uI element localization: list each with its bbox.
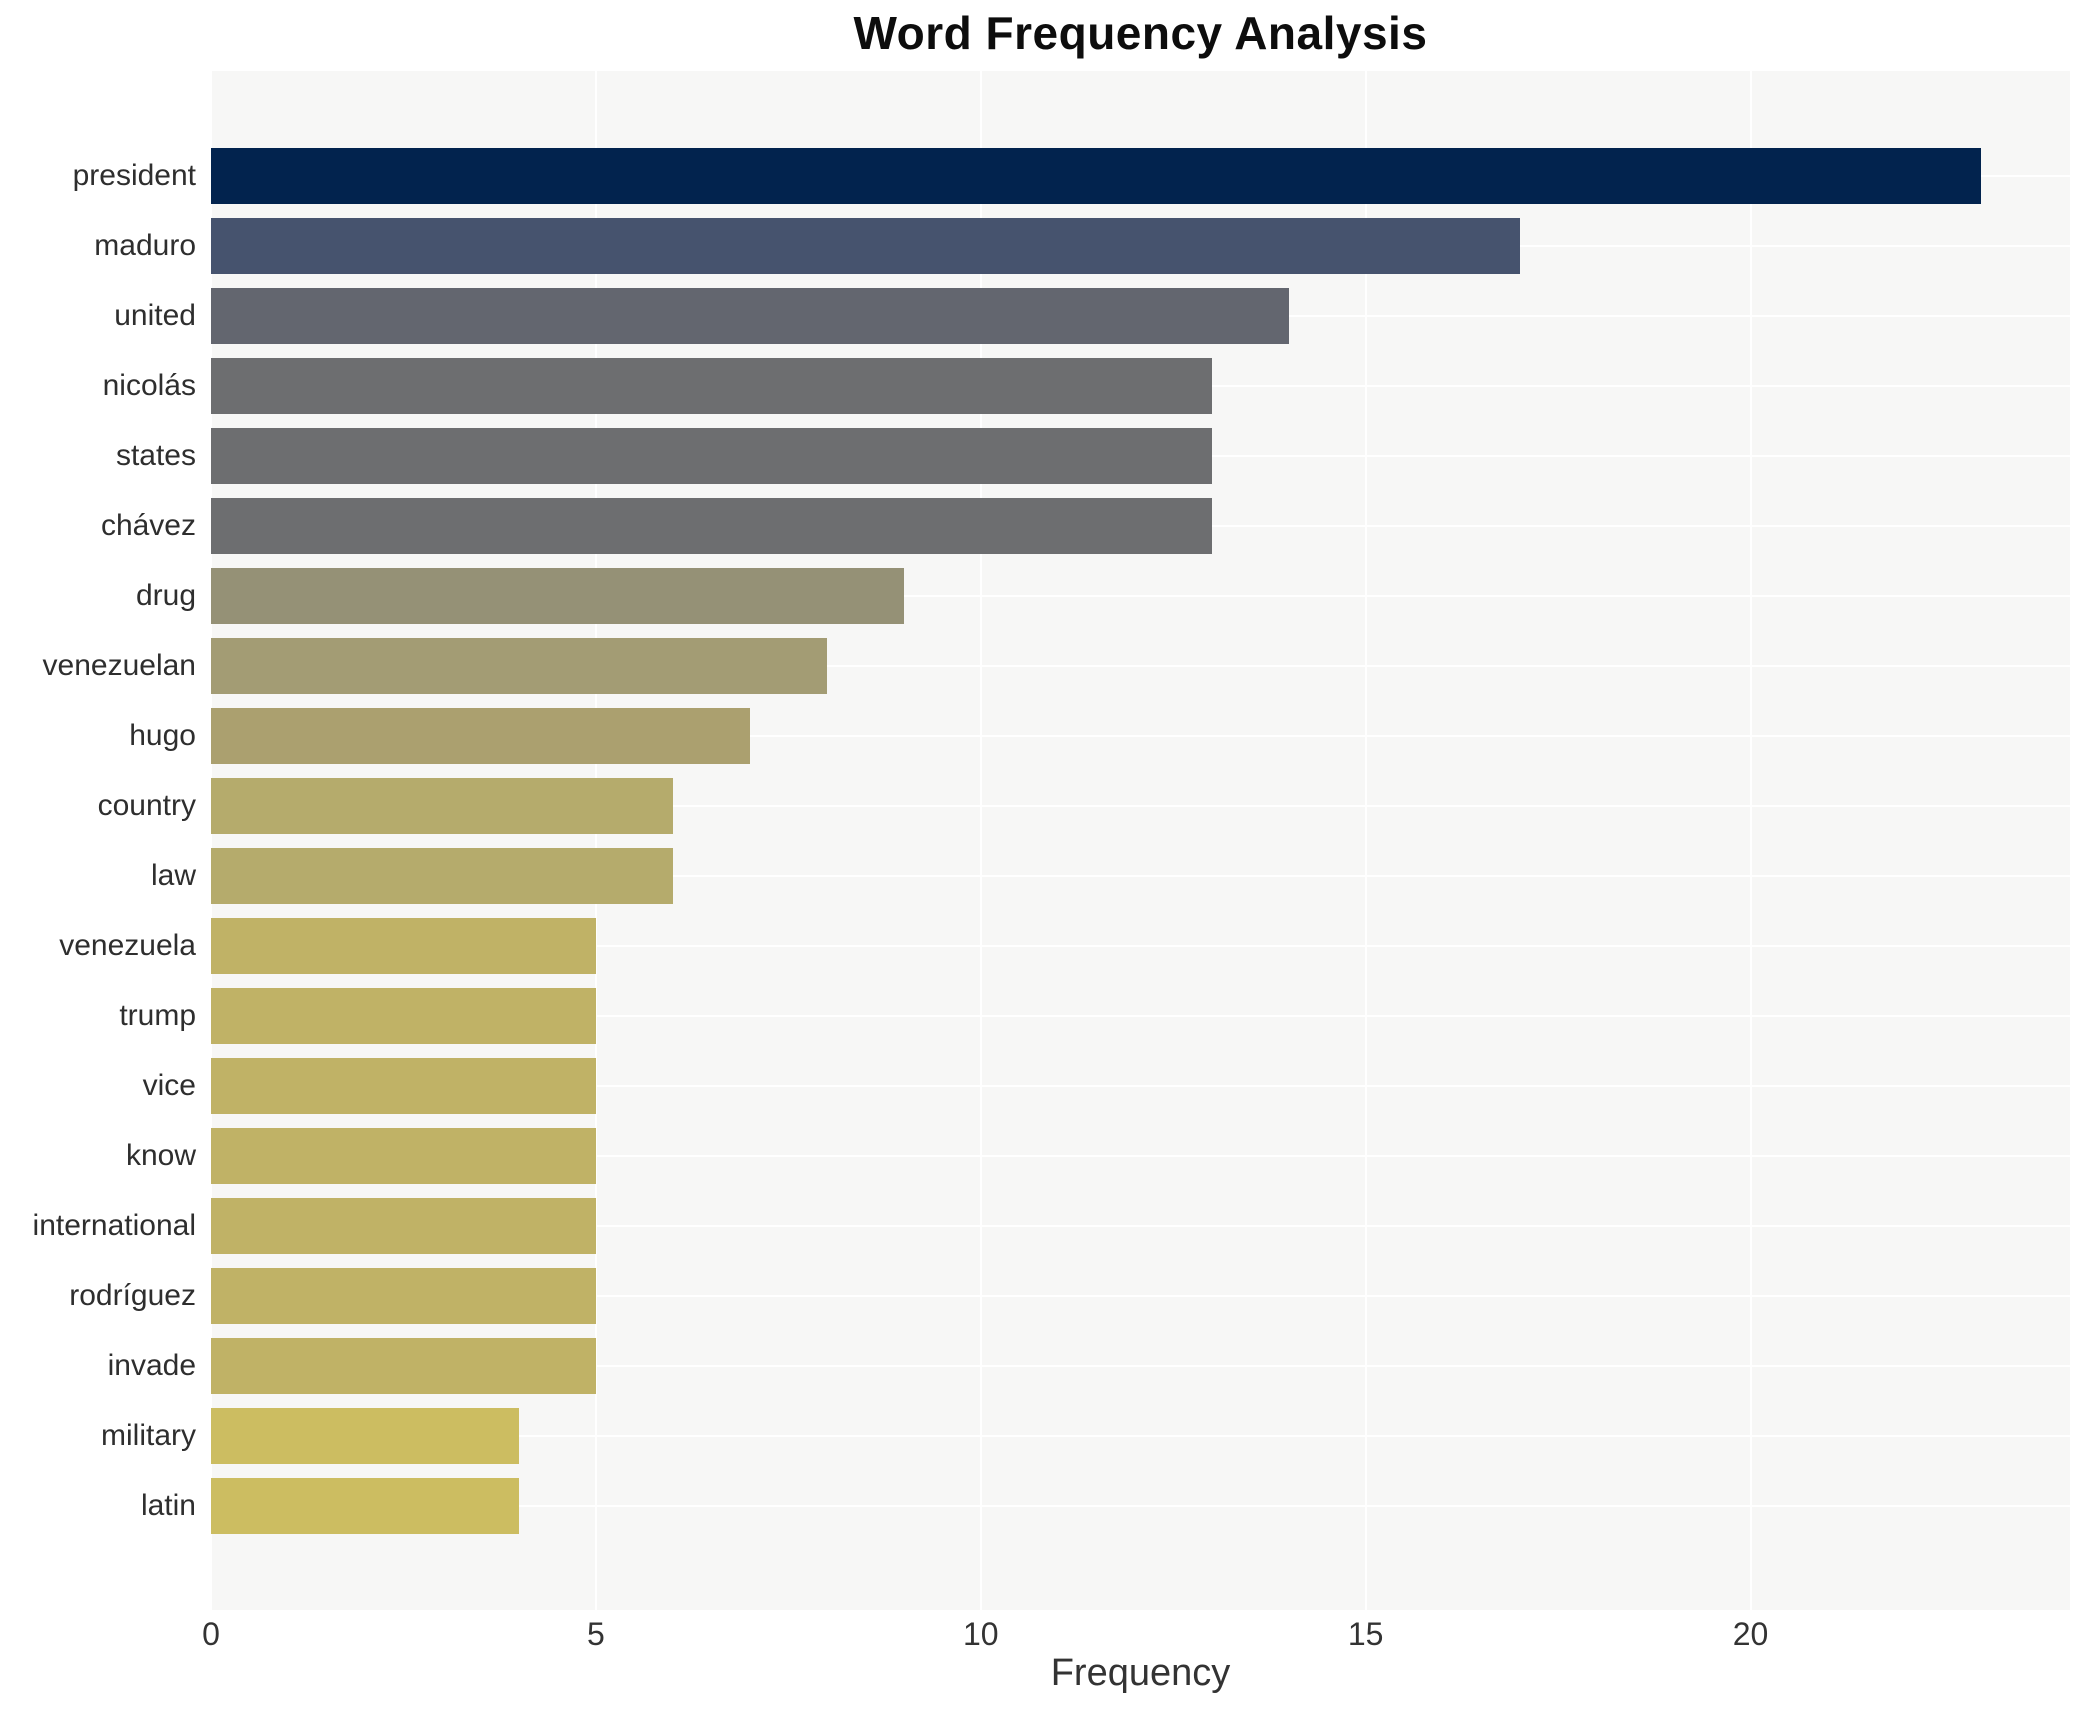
bar-row <box>211 631 2070 701</box>
gridline-y <box>211 1435 2070 1437</box>
bar-row <box>211 1191 2070 1261</box>
y-axis-label: know <box>125 1139 196 1172</box>
bar-row <box>211 1331 2070 1401</box>
gridline-y <box>211 1295 2070 1297</box>
bar-states <box>211 428 1212 484</box>
bar-international <box>211 1198 596 1254</box>
gridline-x-5 <box>594 71 597 1610</box>
y-axis-label: law <box>150 859 196 892</box>
gridline-y <box>211 945 2070 947</box>
y-axis-label: venezuela <box>59 929 196 962</box>
bar-maduro <box>211 218 1520 274</box>
bar-row <box>211 981 2070 1051</box>
y-axis-label: nicolás <box>102 369 196 402</box>
gridline-y <box>211 1085 2070 1087</box>
bar-row <box>211 771 2070 841</box>
gridline-y <box>211 805 2070 807</box>
gridline-y <box>211 735 2070 737</box>
bar-rows <box>211 141 2070 1541</box>
gridline-y <box>211 875 2070 877</box>
bar-invade <box>211 1338 596 1394</box>
y-axis-label: latin <box>140 1489 196 1522</box>
bar-trump <box>211 988 596 1044</box>
bar-row <box>211 211 2070 281</box>
y-axis-label: chávez <box>100 509 196 542</box>
bar-president <box>211 148 1982 204</box>
bar-vice <box>211 1058 596 1114</box>
bar-row <box>211 701 2070 771</box>
x-axis-tick-label: 10 <box>962 1616 999 1652</box>
bar-row <box>211 841 2070 911</box>
x-axis-tick-label: 15 <box>1347 1616 1384 1652</box>
gridline-y <box>211 1155 2070 1157</box>
gridline-y <box>211 1505 2070 1507</box>
y-axis-label: vice <box>142 1069 196 1102</box>
x-axis-title: Frequency <box>1050 1652 1231 1694</box>
bar-hugo <box>211 708 750 764</box>
gridline-x-20 <box>1749 71 1752 1610</box>
gridline-y <box>211 665 2070 667</box>
gridline-y <box>211 1365 2070 1367</box>
bar-row <box>211 561 2070 631</box>
bar-latin <box>211 1478 519 1534</box>
x-axis-tick-label: 5 <box>586 1616 605 1652</box>
bar-row <box>211 141 2070 211</box>
y-axis-label: rodríguez <box>69 1279 196 1312</box>
bar-chávez <box>211 498 1212 554</box>
bar-row <box>211 421 2070 491</box>
gridline-x-10 <box>979 71 982 1610</box>
y-axis-label: country <box>97 789 196 822</box>
gridline-y <box>211 595 2070 597</box>
bar-row <box>211 1261 2070 1331</box>
bar-venezuelan <box>211 638 827 694</box>
y-axis-label: international <box>32 1209 196 1242</box>
x-axis-tick-labels: 0 5 10 15 20 <box>202 1614 2070 1654</box>
bar-rodríguez <box>211 1268 596 1324</box>
y-axis-labels: president maduro united nicolás states chávez… <box>0 141 196 1541</box>
bar-row <box>211 491 2070 561</box>
y-axis-label: drug <box>135 579 196 612</box>
y-axis-label: invade <box>107 1349 196 1382</box>
x-axis-tick-label: 0 <box>202 1616 220 1652</box>
bar-nicolás <box>211 358 1212 414</box>
y-axis-label: states <box>115 439 196 472</box>
gridline-y <box>211 1015 2070 1017</box>
bar-united <box>211 288 1289 344</box>
y-axis-label: military <box>101 1419 196 1452</box>
y-axis-label: maduro <box>94 229 196 262</box>
y-axis-label: united <box>114 299 196 332</box>
bar-military <box>211 1408 519 1464</box>
y-axis-label: venezuelan <box>42 649 196 682</box>
bar-drug <box>211 568 904 624</box>
gridline-y <box>211 1225 2070 1227</box>
chart-title: Word Frequency Analysis <box>853 7 1428 59</box>
bar-country <box>211 778 673 834</box>
bar-venezuela <box>211 918 596 974</box>
bar-row <box>211 1471 2070 1541</box>
plot-area <box>210 71 2070 1610</box>
bar-row <box>211 1121 2070 1191</box>
bar-row <box>211 1051 2070 1121</box>
bar-know <box>211 1128 596 1184</box>
y-axis-label: trump <box>119 999 196 1032</box>
x-axis-tick-label: 20 <box>1732 1616 1769 1652</box>
bar-row <box>211 281 2070 351</box>
bar-row <box>211 1401 2070 1471</box>
bar-law <box>211 848 673 904</box>
y-axis-label: hugo <box>129 719 196 752</box>
bar-row <box>211 351 2070 421</box>
y-axis-label: president <box>72 159 196 192</box>
gridline-x-0 <box>210 71 212 1610</box>
gridline-x-15 <box>1364 71 1367 1610</box>
bar-row <box>211 911 2070 981</box>
